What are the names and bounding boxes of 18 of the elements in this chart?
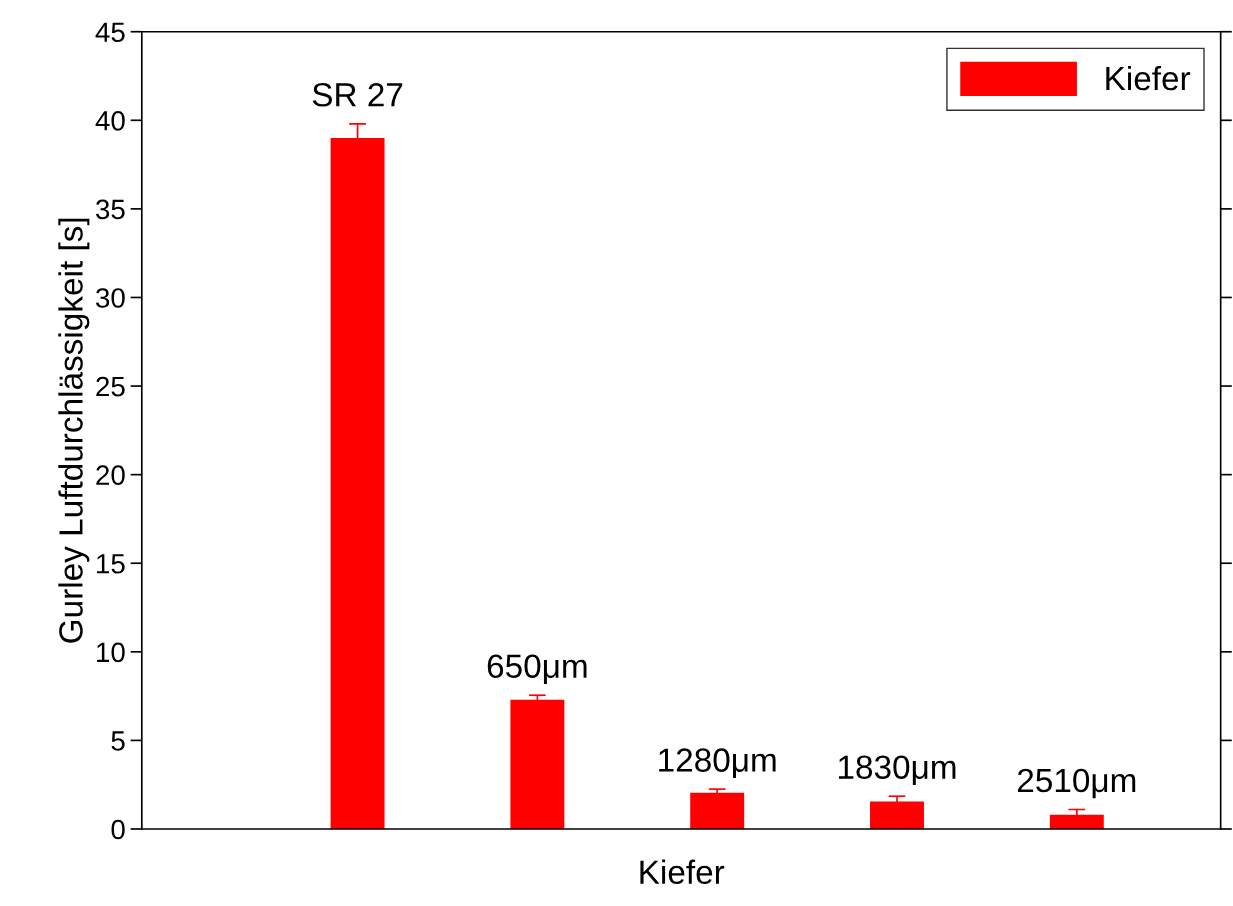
x-axis-title: Kiefer: [640, 859, 725, 885]
y-tick-label: 15: [97, 554, 125, 574]
x-tick-label: 1830μm: [838, 755, 956, 786]
y-tick-label: 10: [97, 642, 125, 663]
y-tick-label: 20: [96, 465, 125, 485]
y-tick-label: 45: [95, 22, 125, 43]
y-axis-title: Gurley Luftdurchlässigkeit [s]: [58, 218, 90, 643]
x-tick-label: 650μm: [487, 654, 587, 685]
x-tick-label: 2510μm: [1017, 768, 1136, 799]
x-tick-label: SR 27: [312, 83, 403, 107]
x-tick-label: 1280μm: [659, 748, 776, 778]
y-tick-label: 40: [95, 110, 125, 131]
y-tick-label: 30: [95, 288, 125, 308]
y-tick-label: 0: [111, 819, 125, 840]
y-tick-label: 5: [111, 731, 125, 751]
y-tick-label: 35: [95, 199, 125, 220]
y-tick-label: 25: [96, 376, 125, 397]
legend-label: Kiefer: [1106, 65, 1191, 91]
